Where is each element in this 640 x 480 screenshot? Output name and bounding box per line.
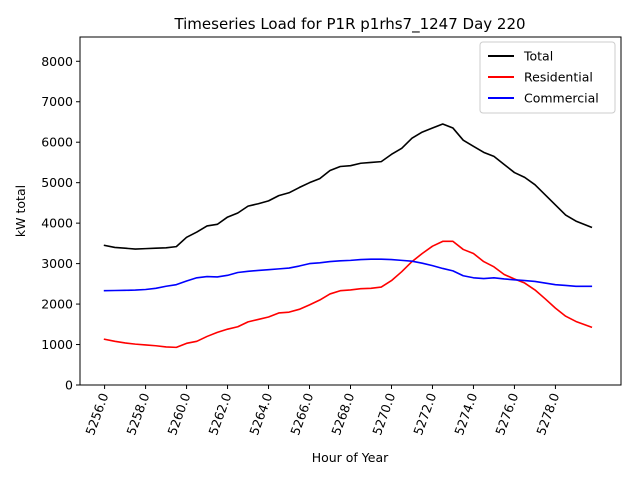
y-tick-label: 2000 bbox=[41, 297, 73, 312]
legend-label-commercial: Commercial bbox=[524, 91, 599, 106]
x-axis-label: Hour of Year bbox=[312, 450, 389, 465]
series-layer bbox=[103, 123, 593, 349]
y-tick-label: 3000 bbox=[41, 256, 73, 271]
legend-label-total: Total bbox=[523, 49, 553, 64]
y-tick-label: 8000 bbox=[41, 54, 73, 69]
series-line-residential bbox=[103, 240, 593, 349]
chart-title: Timeseries Load for P1R p1rhs7_1247 Day … bbox=[173, 15, 525, 34]
y-tick-label: 6000 bbox=[41, 135, 73, 150]
legend-label-residential: Residential bbox=[524, 70, 593, 85]
y-tick-label: 1000 bbox=[41, 337, 73, 352]
legend-box bbox=[479, 41, 616, 114]
y-axis-label: kW total bbox=[13, 185, 28, 237]
legend: Total Residential Commercial bbox=[479, 41, 616, 114]
series-line-commercial bbox=[103, 258, 593, 292]
series-line-total bbox=[103, 123, 593, 250]
plot-frame bbox=[79, 36, 622, 386]
y-tick-label: 0 bbox=[65, 378, 73, 393]
y-tick-label: 5000 bbox=[41, 175, 73, 190]
y-tick-label: 4000 bbox=[41, 216, 73, 231]
y-tick-label: 7000 bbox=[41, 94, 73, 109]
